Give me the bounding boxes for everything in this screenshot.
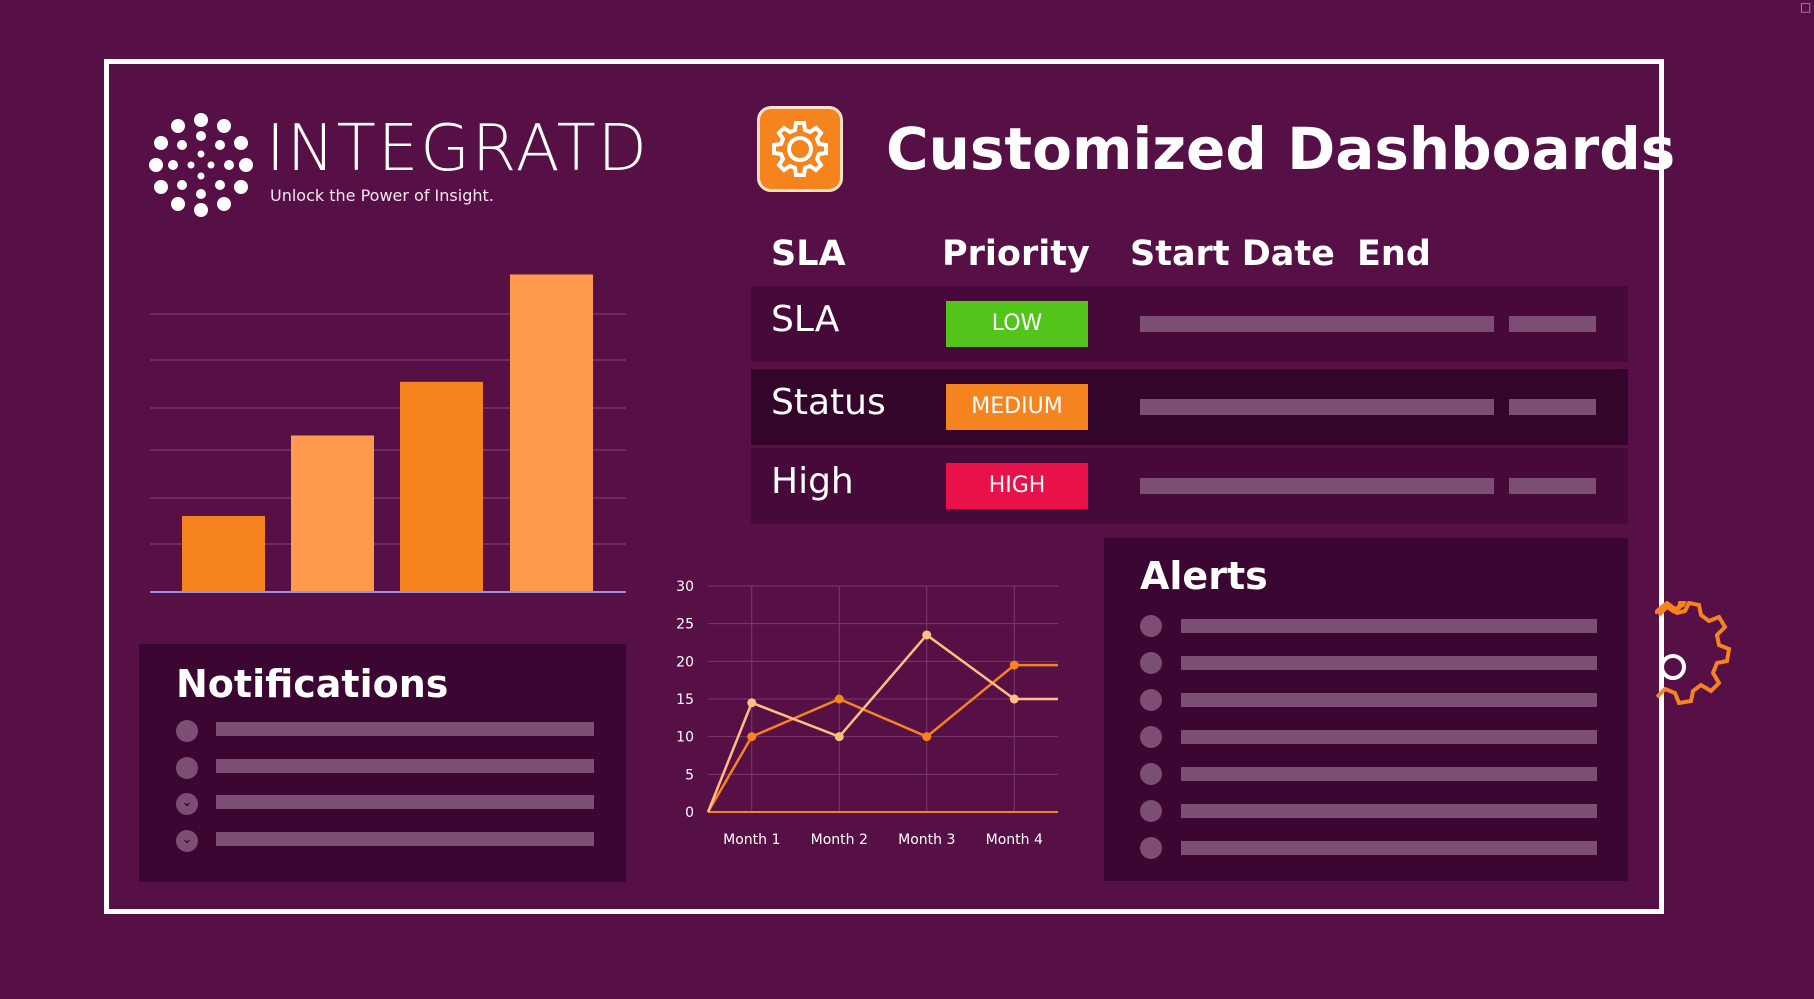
data-point — [1009, 660, 1019, 670]
data-point — [922, 732, 932, 742]
column-header-start-date: Start Date — [1130, 234, 1335, 274]
start-date-placeholder — [1140, 478, 1494, 494]
bar — [291, 435, 374, 592]
column-header-sla: SLA — [771, 234, 846, 274]
chevron-down-icon[interactable]: ⌄ — [176, 793, 198, 815]
circle-icon — [1140, 615, 1162, 637]
table-row[interactable]: Status MEDIUM — [751, 369, 1628, 445]
circle-icon — [176, 720, 198, 742]
row-name: Status — [771, 382, 886, 423]
notification-item[interactable] — [216, 832, 594, 846]
bar-chart — [150, 274, 626, 593]
y-tick-label: 20 — [676, 654, 694, 670]
data-point — [922, 630, 932, 640]
chevron-down-icon[interactable]: ⌄ — [176, 830, 198, 852]
circle-icon — [1140, 837, 1162, 859]
series-line — [706, 663, 1058, 813]
start-date-placeholder — [1140, 316, 1494, 332]
y-tick-label: 10 — [676, 730, 694, 746]
alerts-title: Alerts — [1140, 554, 1268, 598]
bar — [510, 274, 593, 592]
network-dots-logo-icon — [149, 113, 253, 217]
y-tick-label: 25 — [676, 617, 694, 633]
alert-item[interactable] — [1181, 693, 1597, 707]
notifications-title: Notifications — [176, 662, 449, 706]
priority-badge: LOW — [946, 301, 1088, 347]
x-tick-label: Month 2 — [811, 832, 868, 848]
page-title: Customized Dashboards — [886, 115, 1676, 183]
alert-item[interactable] — [1181, 767, 1597, 781]
notification-item[interactable] — [216, 759, 594, 773]
series-line — [706, 633, 1058, 813]
y-tick-label: 30 — [676, 579, 694, 595]
notification-item[interactable] — [216, 722, 594, 736]
dashboard-frame — [104, 59, 1664, 914]
column-header-priority: Priority — [942, 234, 1090, 274]
x-tick-label: Month 4 — [986, 832, 1043, 848]
window-icon: □ — [1800, 0, 1812, 14]
alert-item[interactable] — [1181, 656, 1597, 670]
notification-item[interactable] — [216, 795, 594, 809]
circle-icon — [1140, 652, 1162, 674]
row-name: High — [771, 461, 854, 502]
bar — [182, 515, 265, 592]
alert-item[interactable] — [1181, 730, 1597, 744]
gear-icon — [772, 121, 828, 177]
line-chart: Month 1 Month 2 Month 3 Month 4 0 5 10 15 20 25 30 — [676, 579, 1058, 848]
data-point — [747, 732, 757, 742]
circle-icon — [176, 757, 198, 779]
notifications-panel: Notifications ⌄ ⌄ — [139, 644, 626, 882]
alerts-panel: Alerts — [1104, 538, 1628, 881]
data-point — [1009, 694, 1019, 704]
priority-badge: MEDIUM — [946, 384, 1088, 430]
circle-icon — [1140, 800, 1162, 822]
priority-badge: HIGH — [946, 463, 1088, 509]
alert-item[interactable] — [1181, 619, 1597, 633]
alert-item[interactable] — [1181, 841, 1597, 855]
circle-icon — [1140, 763, 1162, 785]
table-row[interactable]: High HIGH — [751, 448, 1628, 524]
data-point — [834, 694, 844, 704]
x-tick-label: Month 1 — [723, 832, 780, 848]
y-tick-label: 0 — [685, 805, 694, 821]
y-tick-label: 5 — [685, 767, 694, 783]
brand-name: INTEGRATD — [266, 112, 649, 186]
bar — [400, 381, 483, 592]
end-date-placeholder — [1509, 399, 1596, 415]
end-date-placeholder — [1509, 316, 1596, 332]
dashboard-settings-button[interactable] — [757, 106, 843, 192]
x-tick-label: Month 3 — [898, 832, 955, 848]
data-point — [834, 732, 844, 742]
data-point — [747, 698, 757, 708]
column-header-end: End — [1357, 234, 1431, 274]
circle-icon — [1140, 726, 1162, 748]
alert-item[interactable] — [1181, 804, 1597, 818]
end-date-placeholder — [1509, 478, 1596, 494]
gear-outline-icon — [1655, 601, 1732, 706]
y-tick-label: 15 — [676, 692, 694, 708]
brand-tagline: Unlock the Power of Insight. — [270, 186, 494, 205]
row-name: SLA — [771, 299, 840, 340]
circle-icon — [1140, 689, 1162, 711]
start-date-placeholder — [1140, 399, 1494, 415]
table-row[interactable]: SLA LOW — [751, 286, 1628, 362]
